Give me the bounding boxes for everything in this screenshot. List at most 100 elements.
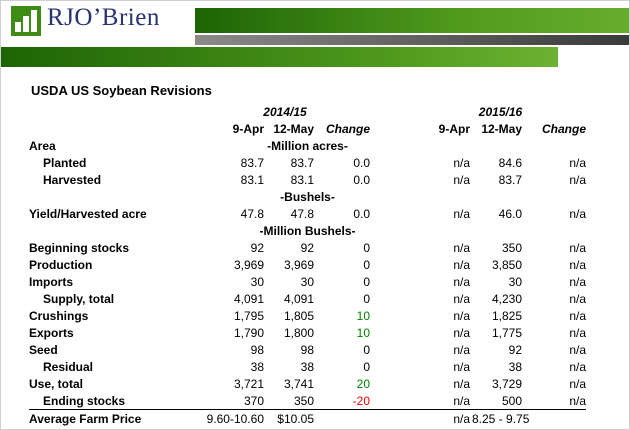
row-label: Supply, total <box>43 291 115 306</box>
gap-cell <box>370 239 415 256</box>
rjo-logo-icon <box>11 6 41 36</box>
table-row: Imports 30 30 0 n/a 30 n/a <box>29 273 586 290</box>
value-cell: 1,790 <box>233 325 264 340</box>
empty-cell <box>470 137 522 154</box>
col-header-change-2: Change <box>541 121 586 136</box>
value-cell: 1,795 <box>233 308 264 323</box>
row-label: Imports <box>29 274 74 289</box>
empty-cell <box>415 188 470 205</box>
header-bar-dark <box>195 35 629 45</box>
value-cell: 30 <box>300 274 314 289</box>
empty-cell <box>29 120 200 137</box>
value-cell: n/a <box>453 172 470 187</box>
table-row: Use, total 3,721 3,741 20 n/a 3,729 n/a <box>29 375 586 392</box>
value-cell: 38 <box>250 359 264 374</box>
gap-cell <box>370 409 415 427</box>
value-cell: 0 <box>363 274 370 289</box>
value-cell: 3,729 <box>491 376 522 391</box>
unit-label: -Million acres- <box>267 138 348 153</box>
value-cell: 0.0 <box>353 206 370 221</box>
table-row: Yield/Harvested acre 47.8 47.8 0.0 n/a 46.0 n/… <box>29 205 586 222</box>
empty-cell <box>522 137 586 154</box>
value-cell: n/a <box>569 308 586 323</box>
col-header-change-1: Change <box>325 121 370 136</box>
unit-row: Area -Million acres- <box>29 137 586 154</box>
value-cell: 46.0 <box>498 206 522 221</box>
value-cell: 83.7 <box>498 172 522 187</box>
value-cell: n/a <box>569 257 586 272</box>
gap-cell <box>370 120 415 137</box>
col-header-apr-2: 9-Apr <box>438 121 470 136</box>
row-label: Crushings <box>29 308 89 323</box>
value-cell: n/a <box>569 325 586 340</box>
value-cell: 3,850 <box>491 257 522 272</box>
empty-cell <box>522 188 586 205</box>
value-cell: 1,825 <box>491 308 522 323</box>
value-cell: n/a <box>569 274 586 289</box>
value-cell: 3,969 <box>233 257 264 272</box>
value-cell: 0 <box>363 342 370 357</box>
value-cell: 1,805 <box>283 308 314 323</box>
value-cell: 92 <box>250 240 264 255</box>
gap-cell <box>370 205 415 222</box>
row-label <box>29 188 200 205</box>
value-cell: n/a <box>569 393 586 408</box>
row-label: Yield/Harvested acre <box>29 206 147 221</box>
gap-cell <box>370 256 415 273</box>
value-cell: 84.6 <box>498 155 522 170</box>
unit-label: -Bushels- <box>280 189 335 204</box>
value-cell: n/a <box>569 172 586 187</box>
unit-row: -Bushels- <box>29 188 586 205</box>
value-cell: n/a <box>453 257 470 272</box>
row-label: Seed <box>29 342 58 357</box>
gap-cell <box>370 324 415 341</box>
value-cell: 98 <box>300 342 314 357</box>
value-cell: 10 <box>356 325 370 340</box>
value-cell: n/a <box>569 155 586 170</box>
value-cell: 8.25 - 9.75 <box>470 409 586 427</box>
table-row: Production 3,969 3,969 0 n/a 3,850 n/a <box>29 256 586 273</box>
table-row: Seed 98 98 0 n/a 92 n/a <box>29 341 586 358</box>
row-label: Area <box>29 138 56 153</box>
unit-row: -Million Bushels- <box>29 222 586 239</box>
value-cell: 3,969 <box>283 257 314 272</box>
brand-header: RJO’Brien <box>1 1 629 71</box>
row-label: Ending stocks <box>43 393 126 408</box>
row-label: Average Farm Price <box>29 409 200 427</box>
value-cell: 30 <box>508 274 522 289</box>
row-label: Beginning stocks <box>29 240 130 255</box>
table-row: Ending stocks 370 350 -20 n/a 500 n/a <box>29 392 586 410</box>
col-header-may-1: 12-May <box>273 121 314 136</box>
value-cell: 38 <box>508 359 522 374</box>
table-row: Residual 38 38 0 n/a 38 n/a <box>29 358 586 375</box>
gap-cell <box>370 307 415 324</box>
value-cell: 0.0 <box>353 155 370 170</box>
value-cell: n/a <box>453 325 470 340</box>
row-label <box>29 222 200 239</box>
value-cell: 3,721 <box>233 376 264 391</box>
gap-cell <box>370 341 415 358</box>
value-cell: 0 <box>363 240 370 255</box>
gap-cell <box>370 392 415 410</box>
empty-cell <box>415 222 470 239</box>
value-cell: 1,800 <box>283 325 314 340</box>
value-cell: n/a <box>453 291 470 306</box>
empty-cell <box>415 137 470 154</box>
value-cell: n/a <box>569 359 586 374</box>
table-row: Beginning stocks 92 92 0 n/a 350 n/a <box>29 239 586 256</box>
table-row: Supply, total 4,091 4,091 0 n/a 4,230 n/a <box>29 290 586 307</box>
gap-cell <box>370 290 415 307</box>
value-cell: 10 <box>356 308 370 323</box>
table-row: Planted 83.7 83.7 0.0 n/a 84.6 n/a <box>29 154 586 171</box>
row-label: Exports <box>29 325 74 340</box>
empty-cell <box>522 222 586 239</box>
value-cell: 20 <box>356 376 370 391</box>
value-cell: 98 <box>250 342 264 357</box>
gap-cell <box>370 171 415 188</box>
value-cell: 500 <box>501 393 522 408</box>
value-cell: 4,091 <box>233 291 264 306</box>
value-cell: $10.05 <box>264 409 314 427</box>
value-cell: 47.8 <box>290 206 314 221</box>
value-cell: 370 <box>243 393 264 408</box>
value-cell <box>314 409 370 427</box>
